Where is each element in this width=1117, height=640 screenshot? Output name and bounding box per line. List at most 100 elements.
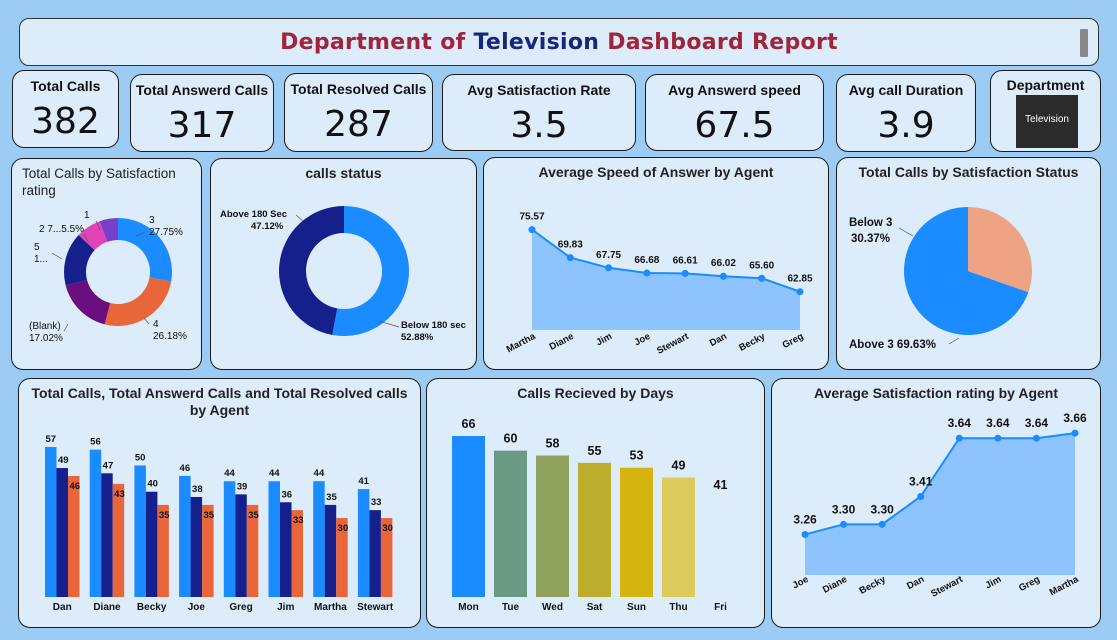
x-tick-label: Diane [93, 602, 121, 613]
department-tile[interactable]: Television [1016, 95, 1078, 148]
data-label: (Blank) [29, 321, 61, 332]
data-point [994, 434, 1002, 442]
x-tick-label: Martha [1048, 574, 1081, 599]
leader-line [948, 337, 960, 345]
data-label: 1 [84, 210, 90, 221]
data-label: 35 [204, 510, 215, 521]
x-tick-label: Thu [669, 602, 687, 613]
chart-title: Total Calls by Satisfaction rating [22, 166, 176, 198]
data-point [796, 288, 804, 296]
speed-area-chart: 75.57 Martha 69.83 Diane 67.75 Jim 66.68 Joe 66.… [505, 212, 813, 357]
panel-calls-by-agent: Total Calls, Total Answerd Calls and Tot… [18, 378, 421, 628]
data-label: 3.64 [986, 416, 1010, 430]
leader-line [63, 323, 69, 332]
bar [494, 450, 527, 597]
rating-slice [64, 235, 95, 286]
title-part-dashboard: Dashboard Report [607, 30, 838, 55]
rating-slice [65, 279, 111, 325]
data-label: 41 [358, 476, 369, 487]
data-label: 46 [69, 481, 80, 492]
x-tick-label: Diane [821, 574, 849, 596]
kpi-label: Total Calls [30, 78, 101, 94]
data-label: 4 [153, 319, 159, 330]
bar [145, 491, 158, 597]
kpi-label: Avg call Duration [848, 82, 964, 98]
kpi-label: Total Answerd Calls [135, 82, 269, 98]
data-label: 1... [34, 254, 48, 265]
rating-donut-chart: 327.75% 426.18% (Blank)17.02% 51... 2 7...5.… [29, 210, 187, 344]
kpi-value: 3.5 [510, 105, 568, 146]
data-label: 17.02% [29, 333, 63, 344]
status-slice [278, 206, 344, 335]
bar [223, 481, 236, 597]
panel-calls-status: calls status Above 180 Sec 47.12% Below 18… [210, 158, 477, 370]
x-tick-label: Martha [505, 331, 538, 356]
data-label: 3.41 [909, 474, 933, 488]
x-tick-label: Dan [905, 574, 926, 592]
bar [324, 504, 337, 597]
x-tick-label: Stewart [929, 574, 965, 600]
scrollbar-handle[interactable] [1080, 29, 1088, 57]
leader-line [83, 233, 89, 242]
bar [336, 518, 348, 597]
x-tick-label: Fri [714, 602, 727, 613]
data-label: Above 3 69.63% [849, 339, 936, 351]
data-label: 44 [269, 468, 280, 479]
x-tick-label: Joe [791, 574, 811, 591]
data-label: 5 [34, 242, 40, 253]
bar [45, 447, 57, 597]
x-tick-label: Tue [502, 602, 519, 613]
data-label: 3 [149, 215, 155, 226]
x-tick-label: Dan [708, 331, 729, 349]
data-label: 49 [58, 455, 69, 466]
kpi-value: 382 [31, 101, 100, 142]
satstatus-slice [968, 207, 1032, 293]
data-label: 65.60 [749, 260, 774, 271]
x-tick-label: Stewart [655, 331, 691, 357]
data-point [801, 530, 809, 538]
bar [380, 518, 393, 597]
data-label: 47.12% [251, 221, 284, 232]
data-label: 35 [248, 510, 259, 521]
bar [179, 475, 191, 597]
data-label: 66.02 [711, 258, 736, 269]
area-fill [532, 229, 800, 330]
chart-title: Average Speed of Answer by Agent [538, 164, 774, 180]
data-label: 66.61 [673, 255, 698, 266]
x-tick-label: Jim [984, 574, 1004, 591]
data-label: 43 [114, 489, 125, 500]
panel-satisfaction-status: Total Calls by Satisfaction Status Below… [836, 157, 1101, 370]
data-point [566, 254, 574, 262]
data-label: 52.88% [401, 332, 434, 343]
data-label: 38 [192, 484, 203, 495]
bar [452, 436, 485, 597]
bar [89, 449, 102, 597]
bar [357, 489, 370, 597]
data-label: 46 [180, 463, 191, 474]
calls-by-days-bar-chart: 66 Mon 60 Tue 58 Wed 55 Sat 53 Sun 49 Thu 41 Fri [452, 417, 737, 613]
bar [704, 496, 737, 597]
data-label: 55 [588, 444, 602, 458]
department-label: Department [1006, 77, 1085, 93]
kpi-total-calls: Total Calls 382 [12, 70, 119, 148]
chart-title: Total Calls, Total Answerd Calls and Tot… [31, 385, 408, 418]
x-tick-label: Jim [594, 331, 614, 348]
department-filter[interactable]: Department Television [990, 70, 1101, 152]
calls-by-agent-bar-chart: 574946Dan564743Diane504035Becky463835Joe… [45, 434, 394, 613]
data-label: 60 [504, 432, 518, 446]
x-tick-label: Becky [137, 602, 167, 613]
data-label: 53 [630, 449, 644, 463]
data-label: 57 [45, 434, 56, 445]
data-point [1071, 429, 1079, 437]
kpi-total-answered: Total Answerd Calls 317 [130, 74, 274, 152]
data-label: 27.75% [149, 227, 183, 238]
x-tick-label: Greg [781, 331, 806, 351]
leader-line [143, 317, 150, 325]
leader-line [51, 252, 63, 260]
leader-line [898, 227, 914, 237]
kpi-label: Avg Answerd speed [668, 82, 801, 98]
x-tick-label: Joe [633, 331, 653, 348]
data-label: 49 [672, 458, 686, 472]
bar [235, 494, 247, 597]
x-tick-label: Martha [314, 602, 347, 613]
